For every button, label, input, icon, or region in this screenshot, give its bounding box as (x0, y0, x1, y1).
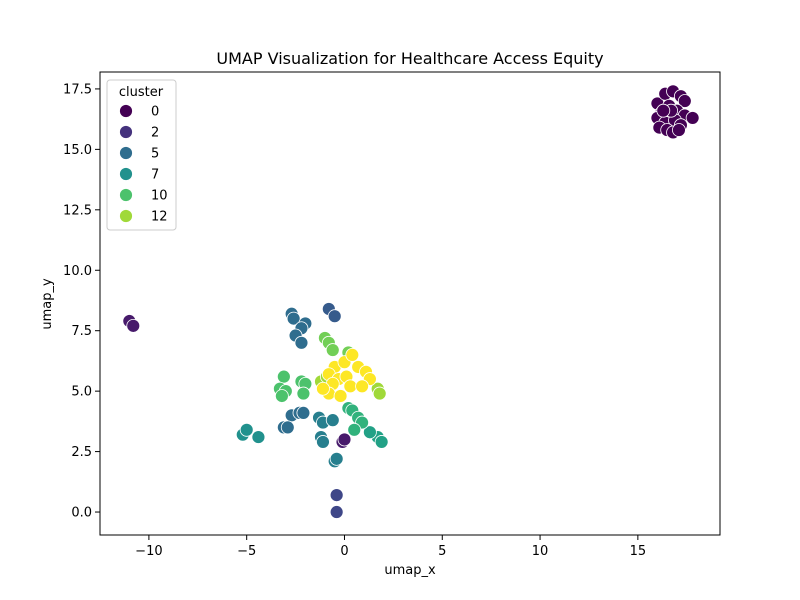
data-point (329, 451, 344, 466)
data-point (327, 309, 342, 324)
legend-marker (119, 209, 133, 223)
x-tick-label: −5 (237, 544, 256, 559)
x-tick-label: 5 (438, 544, 446, 559)
x-tick-label: 10 (532, 544, 549, 559)
data-point (296, 406, 311, 420)
y-tick-label: 15.0 (63, 143, 92, 158)
data-points (122, 84, 700, 519)
data-point (685, 111, 700, 125)
data-point (343, 379, 358, 394)
y-axis-label: umap_y (40, 278, 55, 330)
y-tick-label: 5.0 (71, 385, 92, 400)
plot-frame (99, 71, 721, 536)
x-tick-label: −10 (135, 544, 162, 559)
data-point (286, 311, 301, 326)
y-tick-label: 17.5 (63, 82, 92, 97)
y-tick-label: 0.0 (71, 506, 92, 521)
legend-marker (119, 167, 133, 181)
data-point (274, 389, 289, 403)
legend: cluster 0 2 5 7 10 12 (106, 79, 177, 231)
data-point (276, 369, 291, 384)
data-point (280, 420, 295, 435)
x-tick-label: 15 (630, 544, 647, 559)
y-tick-label: 2.5 (71, 445, 92, 460)
data-point (337, 432, 352, 447)
y-tick-label: 10.0 (63, 264, 92, 279)
data-point (329, 488, 344, 503)
y-tick-label: 12.5 (63, 203, 92, 218)
legend-label: 12 (151, 210, 168, 225)
chart-title: UMAP Visualization for Healthcare Access… (216, 49, 603, 68)
legend-label: 2 (151, 126, 159, 141)
data-point (372, 386, 387, 401)
data-point (329, 505, 344, 519)
data-point (672, 123, 686, 137)
x-tick-label: 0 (340, 544, 348, 559)
data-point (296, 386, 311, 401)
legend-label: 5 (151, 147, 159, 162)
data-point (239, 422, 254, 437)
data-point (677, 94, 692, 108)
data-point (316, 435, 330, 449)
legend-marker (119, 104, 133, 118)
data-point (355, 379, 369, 394)
legend-label: 7 (151, 168, 159, 183)
data-point (325, 413, 340, 428)
legend-label: 0 (151, 105, 159, 120)
legend-title: cluster (119, 85, 164, 100)
data-point (316, 381, 330, 396)
legend-marker (119, 188, 133, 202)
data-point (325, 343, 340, 357)
data-point (333, 389, 348, 403)
data-point (347, 422, 362, 437)
data-point (363, 425, 377, 440)
data-point (656, 103, 671, 118)
x-axis-ticks: −10 −5 0 5 10 15 (135, 535, 646, 559)
data-point (251, 430, 266, 444)
legend-marker (119, 146, 133, 160)
x-axis-label: umap_x (384, 563, 436, 578)
data-point (374, 435, 389, 449)
data-point (345, 347, 360, 362)
y-tick-label: 7.5 (71, 324, 92, 339)
legend-marker (119, 125, 133, 139)
legend-box (106, 79, 177, 231)
data-point (294, 335, 309, 350)
data-point (126, 318, 141, 333)
legend-label: 10 (151, 189, 168, 204)
y-axis-ticks: 0.0 2.5 5.0 7.5 10.0 12.5 15.0 17.5 (63, 82, 100, 521)
